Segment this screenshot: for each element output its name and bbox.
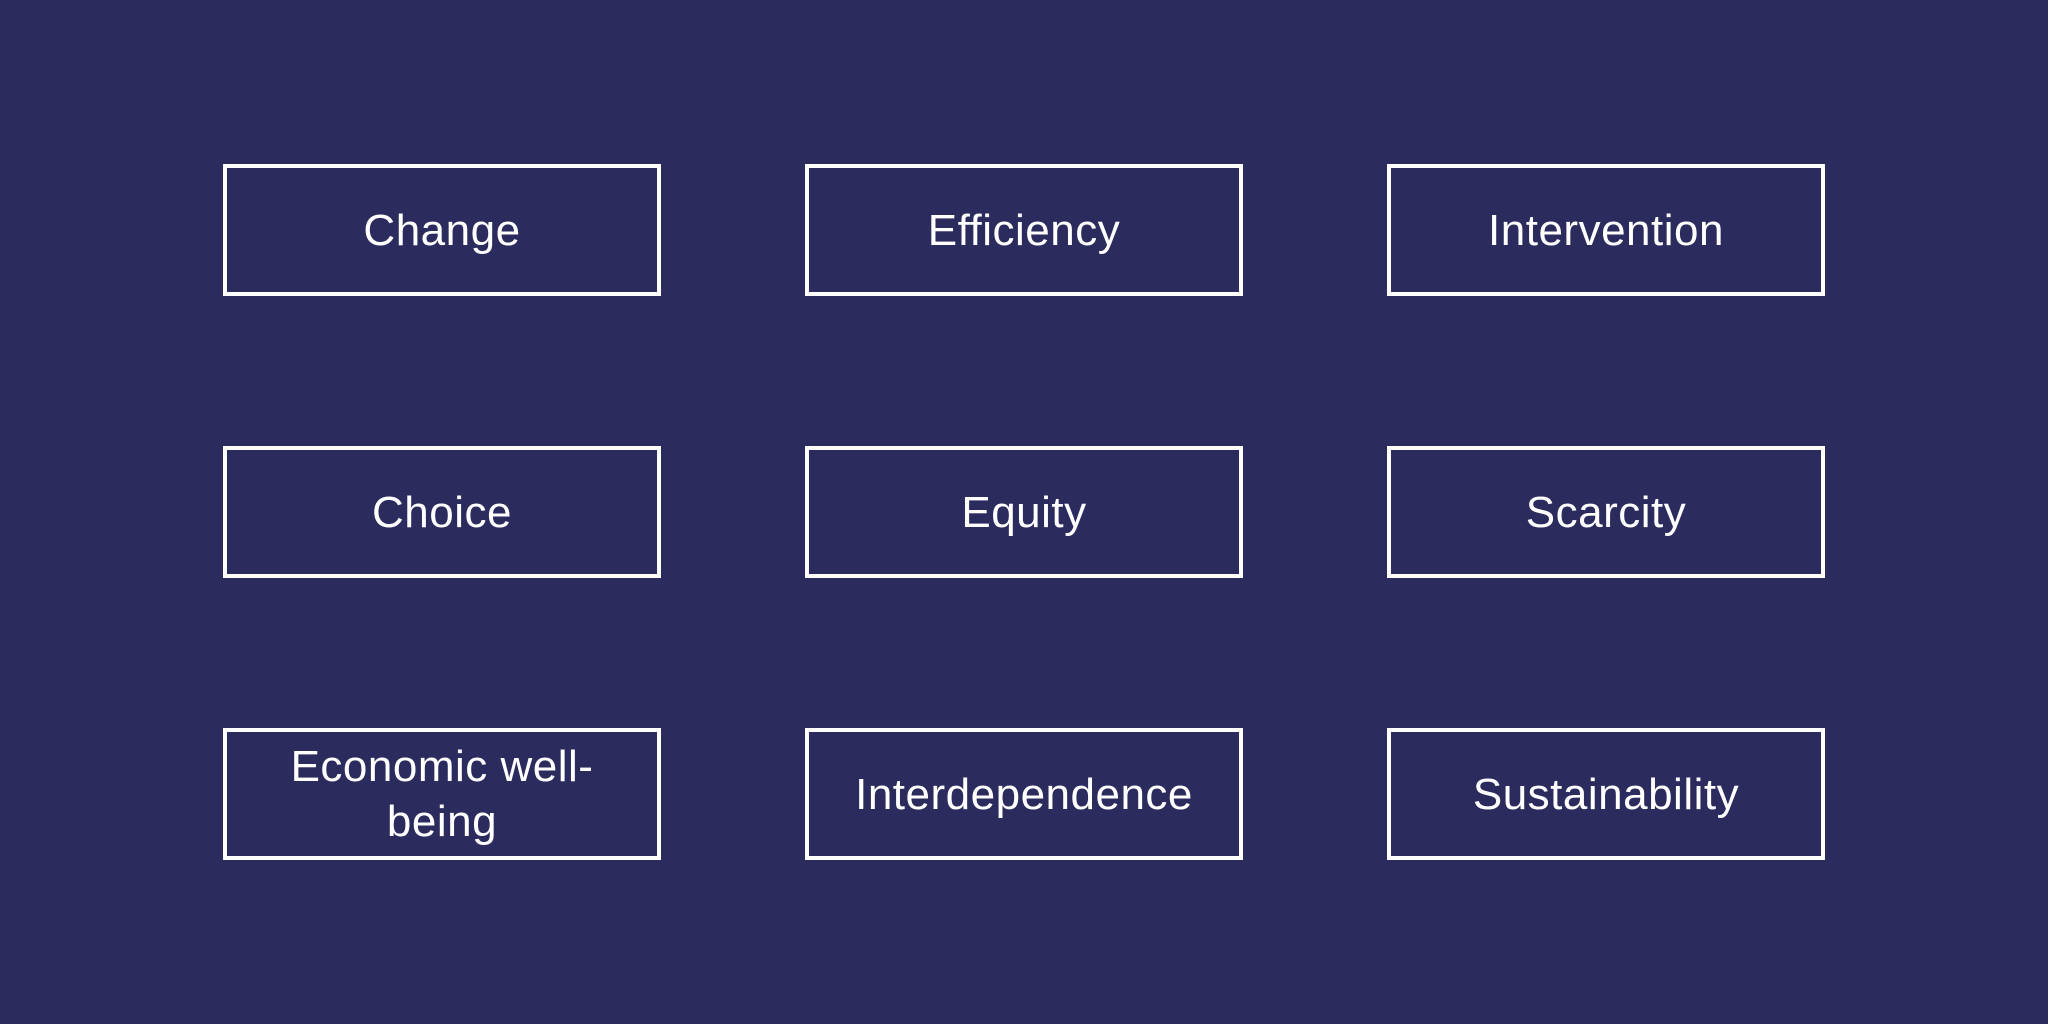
concept-grid: Change Efficiency Intervention Choice Eq… bbox=[163, 84, 1885, 940]
concept-label: Scarcity bbox=[1526, 485, 1686, 540]
concept-label: Economic well-being bbox=[243, 739, 641, 849]
concept-label: Sustainability bbox=[1473, 767, 1739, 822]
concept-label: Intervention bbox=[1488, 203, 1724, 258]
concept-cell-equity: Equity bbox=[805, 446, 1243, 578]
concept-cell-scarcity: Scarcity bbox=[1387, 446, 1825, 578]
concept-cell-interdependence: Interdependence bbox=[805, 728, 1243, 860]
concept-label: Efficiency bbox=[928, 203, 1121, 258]
concept-label: Choice bbox=[372, 485, 512, 540]
concept-cell-choice: Choice bbox=[223, 446, 661, 578]
concept-label: Change bbox=[363, 203, 520, 258]
concept-label: Interdependence bbox=[855, 767, 1193, 822]
concept-label: Equity bbox=[961, 485, 1086, 540]
concept-cell-intervention: Intervention bbox=[1387, 164, 1825, 296]
concept-cell-economic-well-being: Economic well-being bbox=[223, 728, 661, 860]
concept-cell-change: Change bbox=[223, 164, 661, 296]
concept-cell-efficiency: Efficiency bbox=[805, 164, 1243, 296]
concept-cell-sustainability: Sustainability bbox=[1387, 728, 1825, 860]
